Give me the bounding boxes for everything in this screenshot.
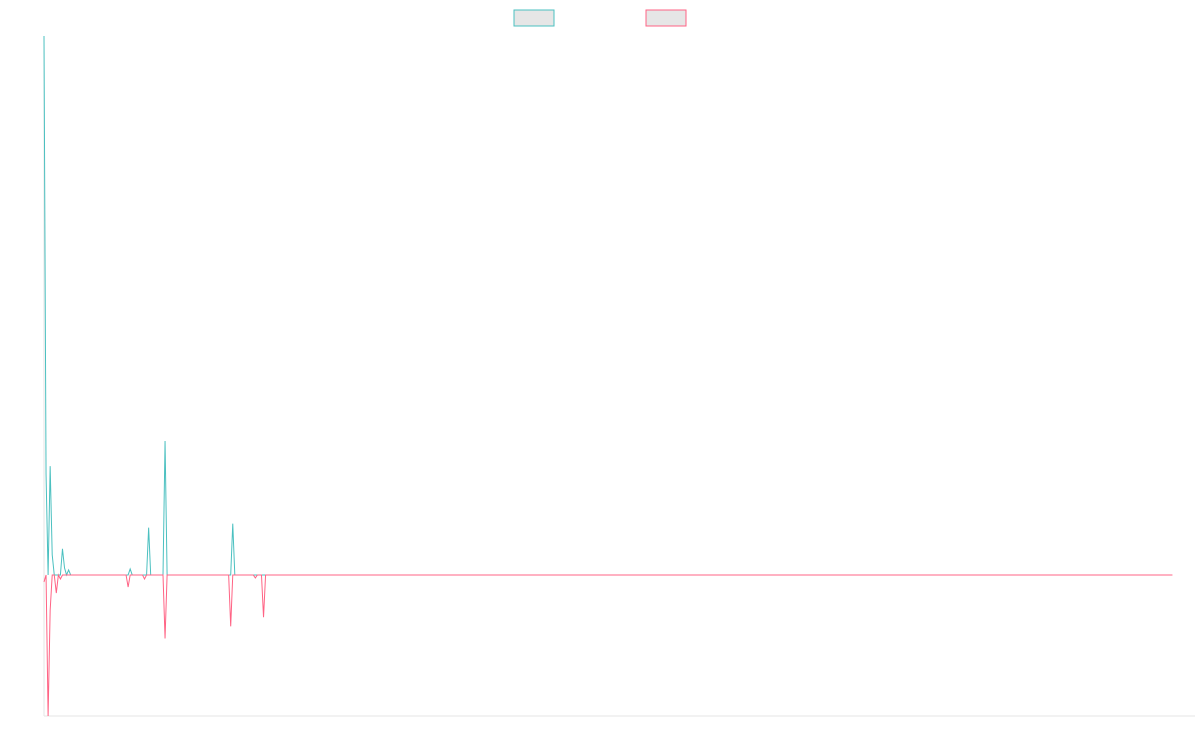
legend[interactable] <box>513 9 687 27</box>
series-line-1 <box>43 35 1142 577</box>
axes <box>43 36 1195 717</box>
legend-item-2[interactable] <box>645 9 687 27</box>
plot-area <box>43 35 1173 717</box>
legend-item-1[interactable] <box>513 9 555 27</box>
legend-swatch-1[interactable] <box>513 9 555 27</box>
legend-swatch-2[interactable] <box>645 9 687 27</box>
series-line-2 <box>43 573 1173 717</box>
